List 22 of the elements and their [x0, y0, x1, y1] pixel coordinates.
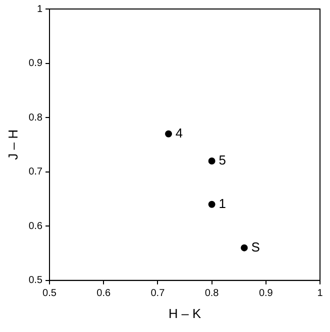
- point: [208, 200, 216, 208]
- x-tick-label: 1: [317, 288, 324, 300]
- x-axis-title: H – K: [168, 306, 202, 321]
- y-tick-label: 0.7: [28, 166, 43, 178]
- x-tick-label: 0.8: [204, 288, 220, 300]
- x-tick-label: 0.5: [42, 288, 57, 300]
- y-tick-label: 0.6: [28, 220, 43, 232]
- point: [240, 244, 248, 252]
- x-tick-label: 0.9: [258, 288, 274, 300]
- y-tick-label: 0.5: [28, 275, 43, 286]
- annotation: 4: [176, 125, 183, 140]
- x-tick-label: 0.7: [150, 288, 166, 300]
- x-tick-label: 0.6: [96, 288, 111, 300]
- point: [165, 130, 172, 138]
- y-tick-label: 0.8: [28, 112, 43, 124]
- annotation: S: [251, 239, 260, 254]
- annotation: 1: [218, 196, 226, 211]
- y-tick-label: 1: [36, 4, 43, 15]
- annotation: 5: [218, 152, 226, 168]
- y-tick-label: 0.9: [28, 58, 43, 70]
- point: [208, 157, 216, 164]
- y-axis-title: J – H: [5, 130, 20, 160]
